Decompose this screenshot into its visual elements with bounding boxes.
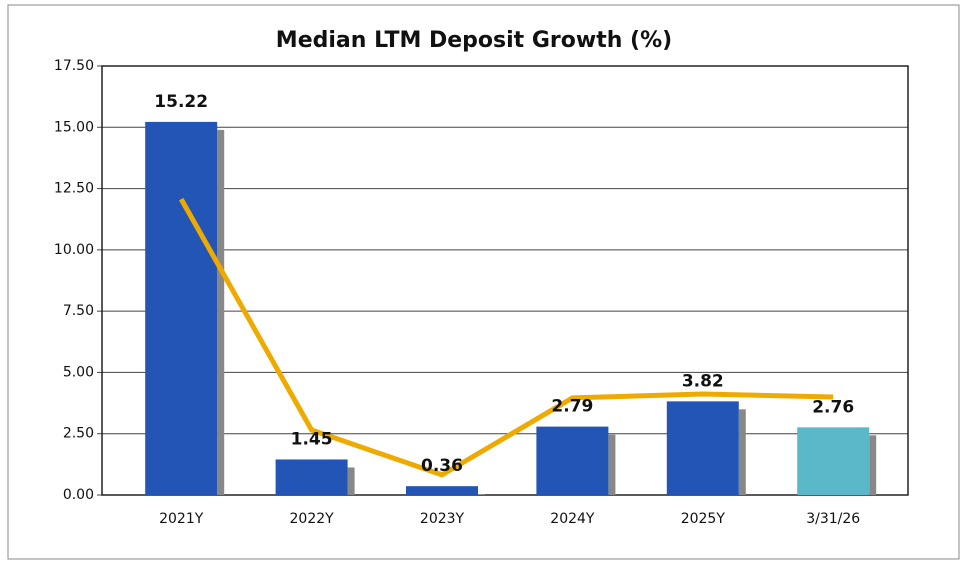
x-tick-label: 3/31/26 bbox=[806, 511, 860, 527]
data-label: 1.45 bbox=[291, 429, 333, 449]
data-label: 2.79 bbox=[551, 397, 593, 417]
bar-shadow bbox=[869, 435, 877, 495]
plot-frame bbox=[101, 65, 909, 496]
bar bbox=[275, 459, 348, 495]
x-tick-label: 2023Y bbox=[420, 511, 465, 527]
data-label: 15.22 bbox=[154, 92, 208, 112]
bar bbox=[145, 121, 218, 495]
y-tick-label: 7.50 bbox=[63, 303, 94, 319]
x-tick-label: 2025Y bbox=[681, 511, 726, 527]
y-tick-label: 2.50 bbox=[63, 426, 94, 442]
bar-shadow bbox=[347, 467, 355, 495]
data-label: 2.76 bbox=[812, 397, 854, 417]
bar-shadow bbox=[478, 494, 485, 495]
line bbox=[179, 197, 834, 478]
x-tick-label: 2024Y bbox=[550, 511, 595, 527]
data-label: 0.36 bbox=[421, 456, 463, 476]
bar bbox=[536, 426, 609, 495]
x-tick-label: 2022Y bbox=[290, 511, 335, 527]
y-tick-label: 10.00 bbox=[54, 242, 94, 258]
bar bbox=[406, 486, 478, 495]
y-tick-label: 0.00 bbox=[63, 487, 94, 503]
bar-shadow bbox=[738, 409, 746, 495]
bar-shadow bbox=[608, 434, 616, 495]
y-tick-label: 17.50 bbox=[54, 58, 94, 74]
y-tick-label: 12.50 bbox=[54, 181, 94, 197]
bar-shadow bbox=[217, 129, 225, 495]
chart-title: Median LTM Deposit Growth (%) bbox=[276, 28, 672, 53]
bar bbox=[666, 401, 739, 495]
x-tick-label: 2021Y bbox=[159, 511, 204, 527]
y-tick-label: 5.00 bbox=[63, 364, 94, 380]
bar bbox=[797, 427, 870, 495]
y-tick-label: 15.00 bbox=[54, 119, 94, 135]
data-label: 3.82 bbox=[682, 371, 724, 391]
